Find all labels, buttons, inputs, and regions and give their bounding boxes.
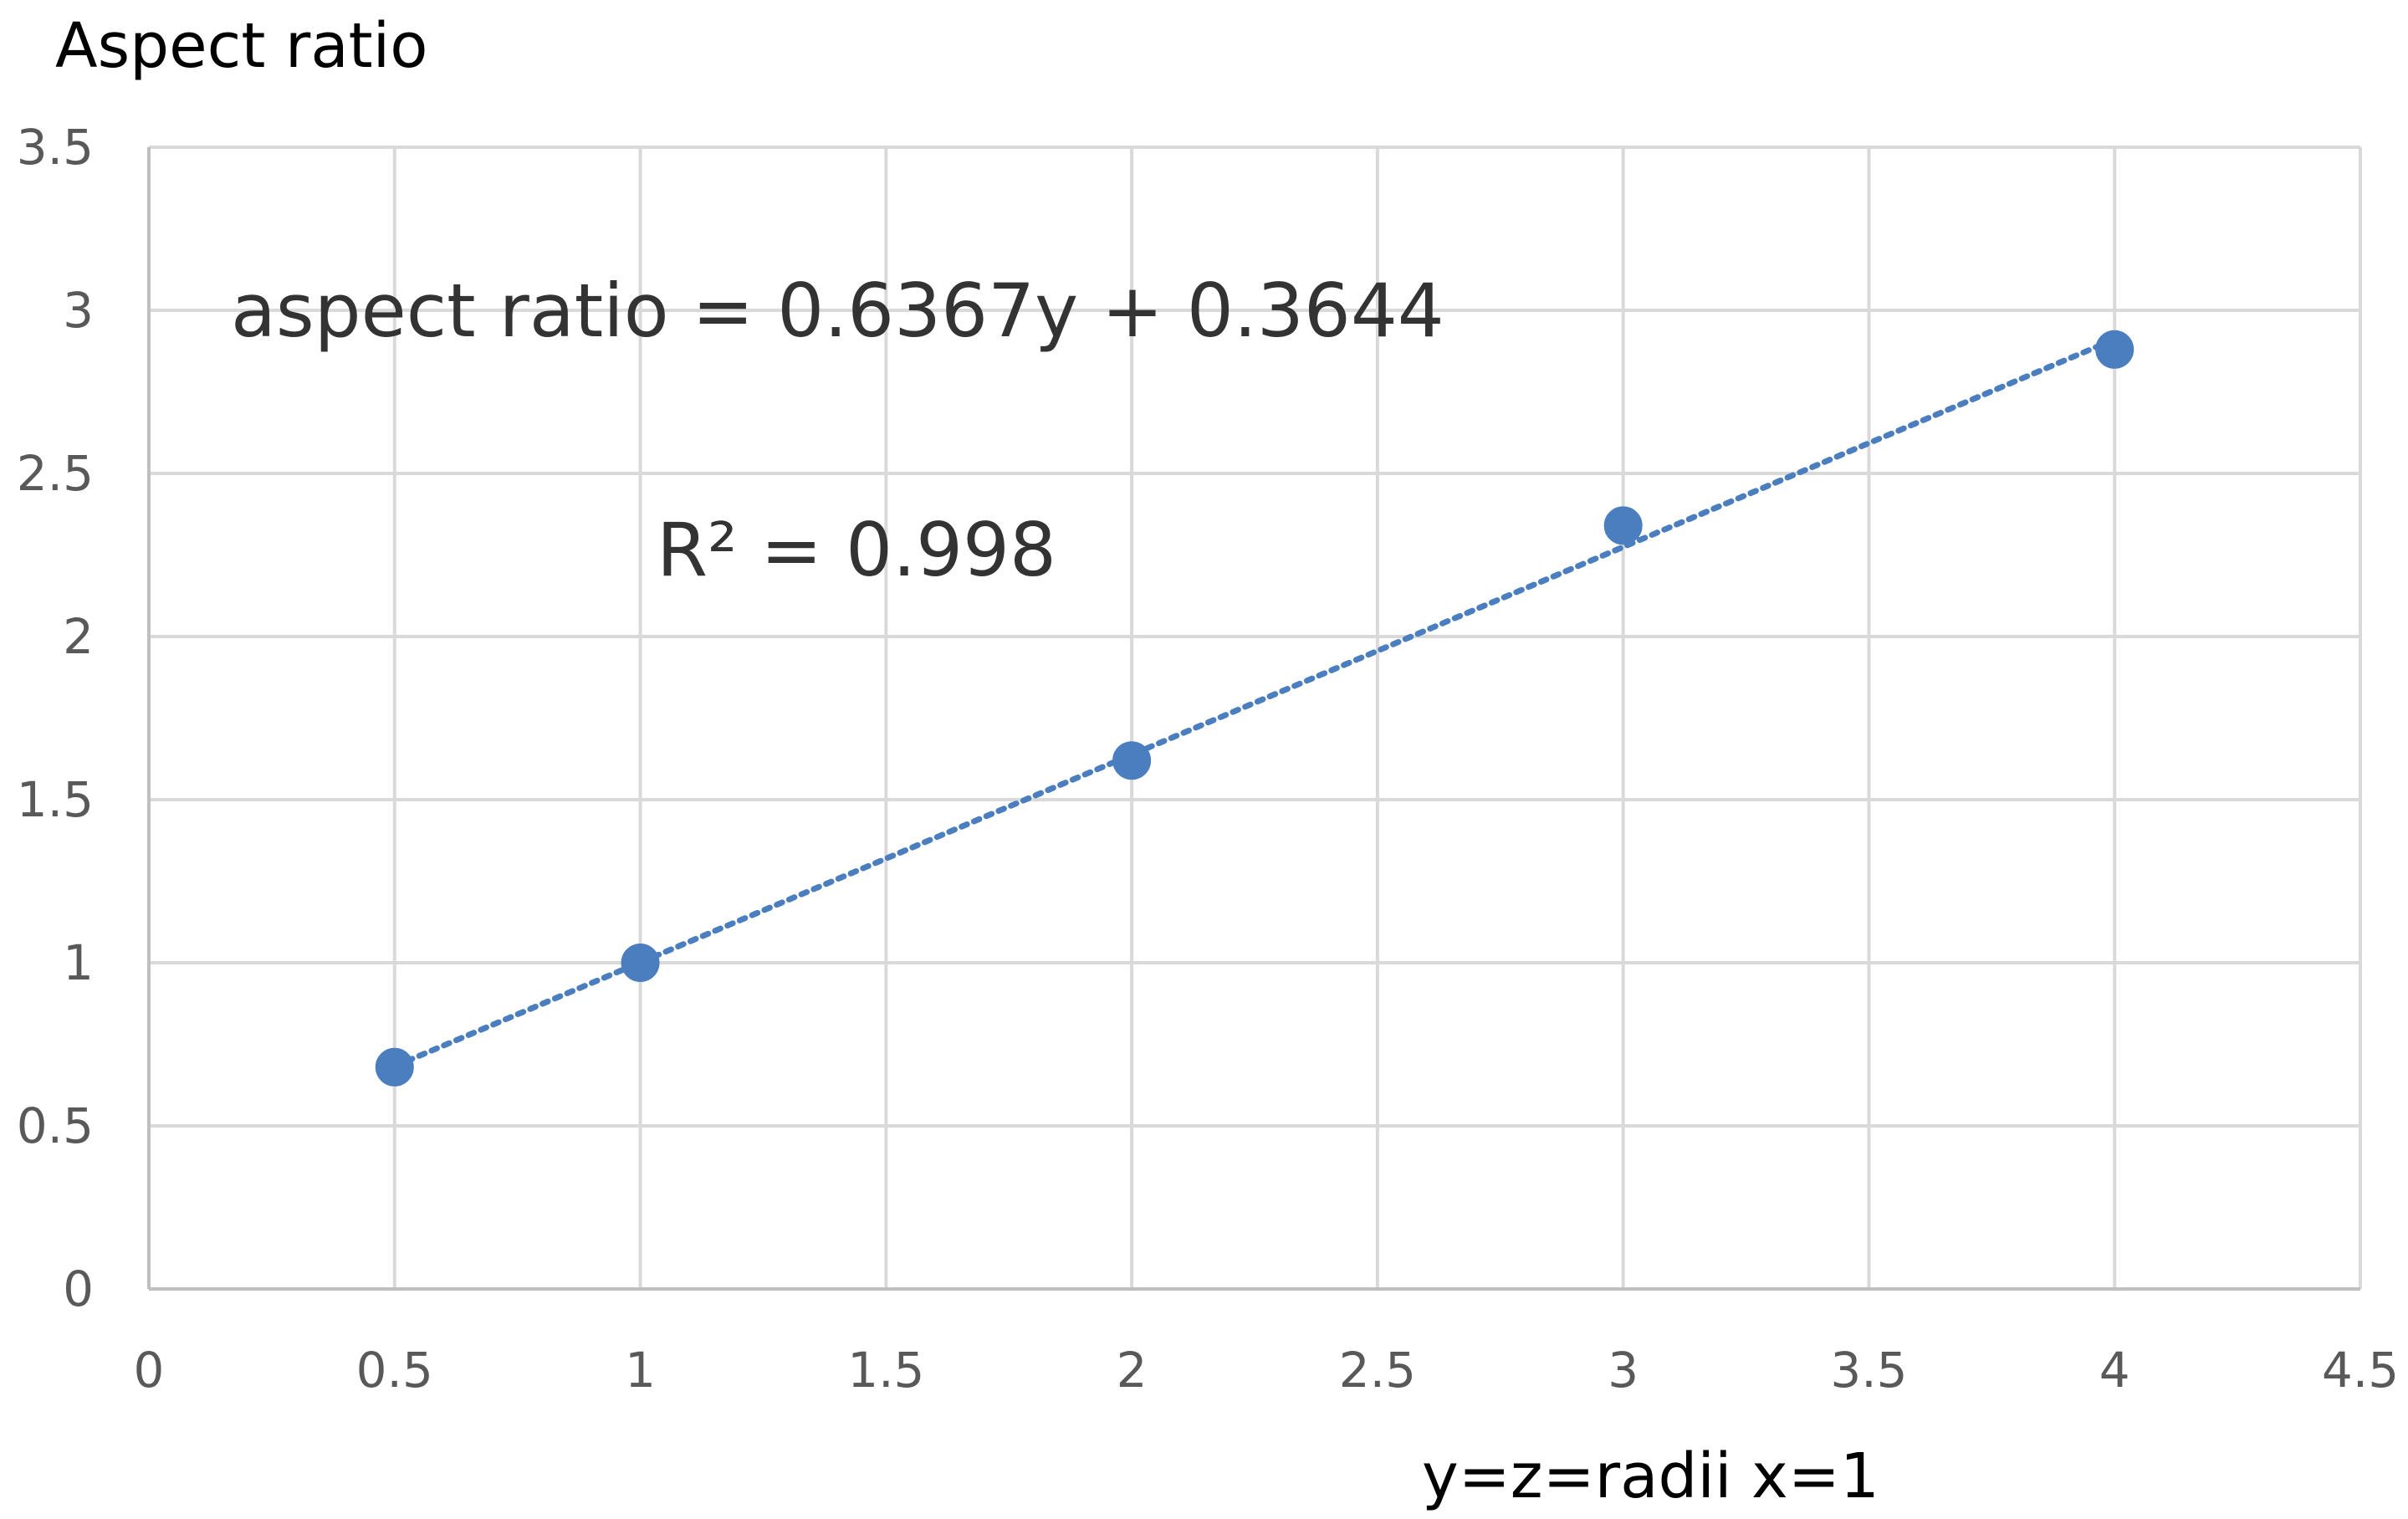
y-tick-labels: 0 0.5 1 1.5 2 2.5 3 3.5	[17, 119, 94, 1317]
x-tick-label: 4.5	[2322, 1342, 2399, 1399]
x-axis-title: y=z=radii x=1	[1422, 1440, 1879, 1512]
trendline	[391, 336, 2118, 1070]
x-tick-label: 1.5	[847, 1342, 924, 1399]
x-tick-label: 4	[2099, 1342, 2130, 1399]
y-tick-label: 2.5	[17, 445, 94, 502]
x-tick-label: 0.5	[356, 1342, 433, 1399]
data-point	[1603, 506, 1643, 545]
data-point	[621, 944, 660, 982]
y-tick-label: 1	[63, 934, 94, 991]
y-tick-label: 0	[63, 1261, 94, 1317]
x-tick-label: 3.5	[1830, 1342, 1907, 1399]
data-point	[375, 1047, 414, 1087]
gridlines	[149, 146, 2362, 1289]
data-points	[375, 330, 2134, 1087]
axes	[147, 147, 2360, 1291]
x-tick-label: 2.5	[1339, 1342, 1416, 1399]
x-tick-label: 0	[134, 1342, 165, 1399]
x-tick-labels: 0 0.5 1 1.5 2 2.5 3 3.5 4 4.5	[134, 1342, 2400, 1399]
trendline-group	[391, 336, 2118, 1070]
x-tick-label: 1	[625, 1342, 656, 1399]
r-squared-label: R² = 0.998	[657, 507, 1056, 593]
x-tick-label: 2	[1117, 1342, 1148, 1399]
y-tick-label: 3.5	[17, 119, 94, 176]
y-axis-title: Aspect ratio	[55, 10, 428, 82]
x-tick-label: 3	[1608, 1342, 1639, 1399]
trendline-equation: aspect ratio = 0.6367y + 0.3644	[231, 268, 1444, 354]
data-point	[2095, 330, 2134, 369]
y-tick-label: 0.5	[17, 1097, 94, 1154]
y-tick-label: 3	[63, 282, 94, 339]
y-tick-label: 1.5	[17, 771, 94, 828]
y-tick-label: 2	[63, 608, 94, 665]
data-point	[1112, 741, 1152, 780]
